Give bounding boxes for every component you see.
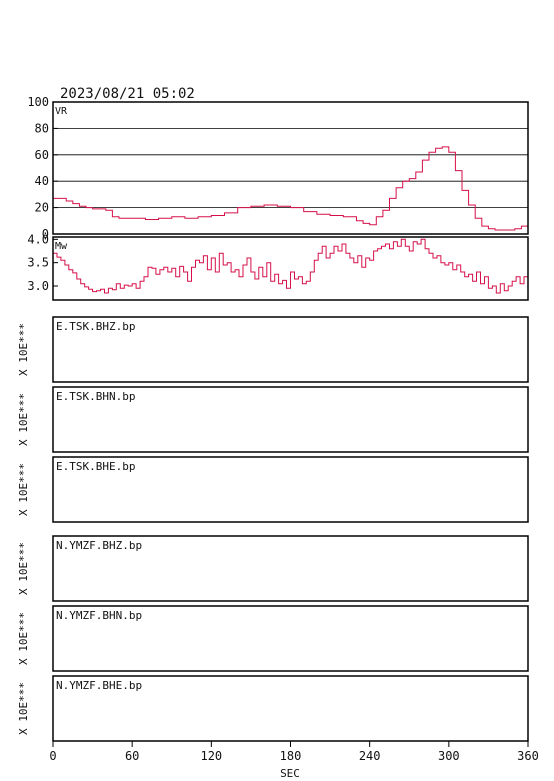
- waveform-label: N.YMZF.BHE.bp: [56, 679, 142, 692]
- vr-frame: [52, 101, 529, 235]
- mw-ytick-label: 3.0: [27, 279, 49, 293]
- vr-ytick-label: 40: [35, 174, 49, 188]
- waveform-panel-etsk-bhe: E.TSK.BHE.bp X 10E***: [17, 456, 529, 523]
- waveform-label: E.TSK.BHZ.bp: [56, 320, 135, 333]
- waveform-label: E.TSK.BHN.bp: [56, 390, 135, 403]
- waveform-frame: [52, 316, 529, 383]
- x-tick-label: 180: [280, 749, 302, 763]
- waveform-label: N.YMZF.BHZ.bp: [56, 539, 142, 552]
- x-tick-label: 120: [200, 749, 222, 763]
- mw-ytick-label: 3.5: [27, 256, 49, 270]
- vr-panel-label: VR: [55, 106, 68, 117]
- vr-gridlines: [53, 101, 528, 235]
- scale-label: X 10E***: [17, 463, 30, 516]
- x-tick-label: 60: [125, 749, 139, 763]
- waveform-panel-etsk-bhz: E.TSK.BHZ.bp X 10E***: [17, 316, 529, 383]
- scale-label: X 10E***: [17, 682, 30, 735]
- mw-panel-label: Mw: [55, 241, 68, 252]
- waveform-frame: [52, 456, 529, 523]
- vr-ytick-labels: 0 20 40 60 80 100: [27, 95, 58, 241]
- waveform-panel-nymzf-bhz: N.YMZF.BHZ.bp X 10E***: [17, 535, 529, 602]
- x-tick-label: 300: [438, 749, 460, 763]
- scale-label: X 10E***: [17, 323, 30, 376]
- x-tick-label: 360: [517, 749, 539, 763]
- waveform-frame: [52, 605, 529, 672]
- waveform-panel-etsk-bhn: E.TSK.BHN.bp X 10E***: [17, 386, 529, 453]
- waveform-panel-nymzf-bhn: N.YMZF.BHN.bp X 10E***: [17, 605, 529, 672]
- mw-panel: 3.0 3.5 4.0 Mw: [27, 232, 529, 301]
- header-datetime: 2023/08/21 05:02: [60, 86, 195, 102]
- scale-label: X 10E***: [17, 393, 30, 446]
- waveform-label: E.TSK.BHE.bp: [56, 460, 135, 473]
- scale-label: X 10E***: [17, 612, 30, 665]
- vr-ytick-label: 60: [35, 148, 49, 162]
- scale-label: X 10E***: [17, 542, 30, 595]
- waveform-frame: [52, 535, 529, 602]
- mw-ytick-labels: 3.0 3.5 4.0: [27, 232, 58, 293]
- vr-ytick-label: 80: [35, 121, 49, 135]
- mw-series-line: [53, 238, 529, 294]
- vr-ytick-label: 0: [42, 227, 49, 241]
- vr-panel: 0 20 40 60 80 100 VR: [27, 95, 529, 241]
- mw-frame: [52, 236, 529, 301]
- x-tick-label: 0: [49, 749, 56, 763]
- vr-ytick-label: 20: [35, 201, 49, 215]
- waveform-panel-nymzf-bhe: N.YMZF.BHE.bp X 10E***: [17, 675, 529, 742]
- waveform-frame: [52, 386, 529, 453]
- x-tick-label: 240: [359, 749, 381, 763]
- vr-ytick-label: 100: [27, 95, 49, 109]
- x-axis: 0 60 120 180 240 300 360: [49, 741, 539, 763]
- mw-ytick-label: 4.0: [27, 232, 49, 246]
- waveform-label: N.YMZF.BHN.bp: [56, 609, 142, 622]
- x-axis-label: SEC: [280, 767, 300, 780]
- vr-series-line: [53, 146, 529, 231]
